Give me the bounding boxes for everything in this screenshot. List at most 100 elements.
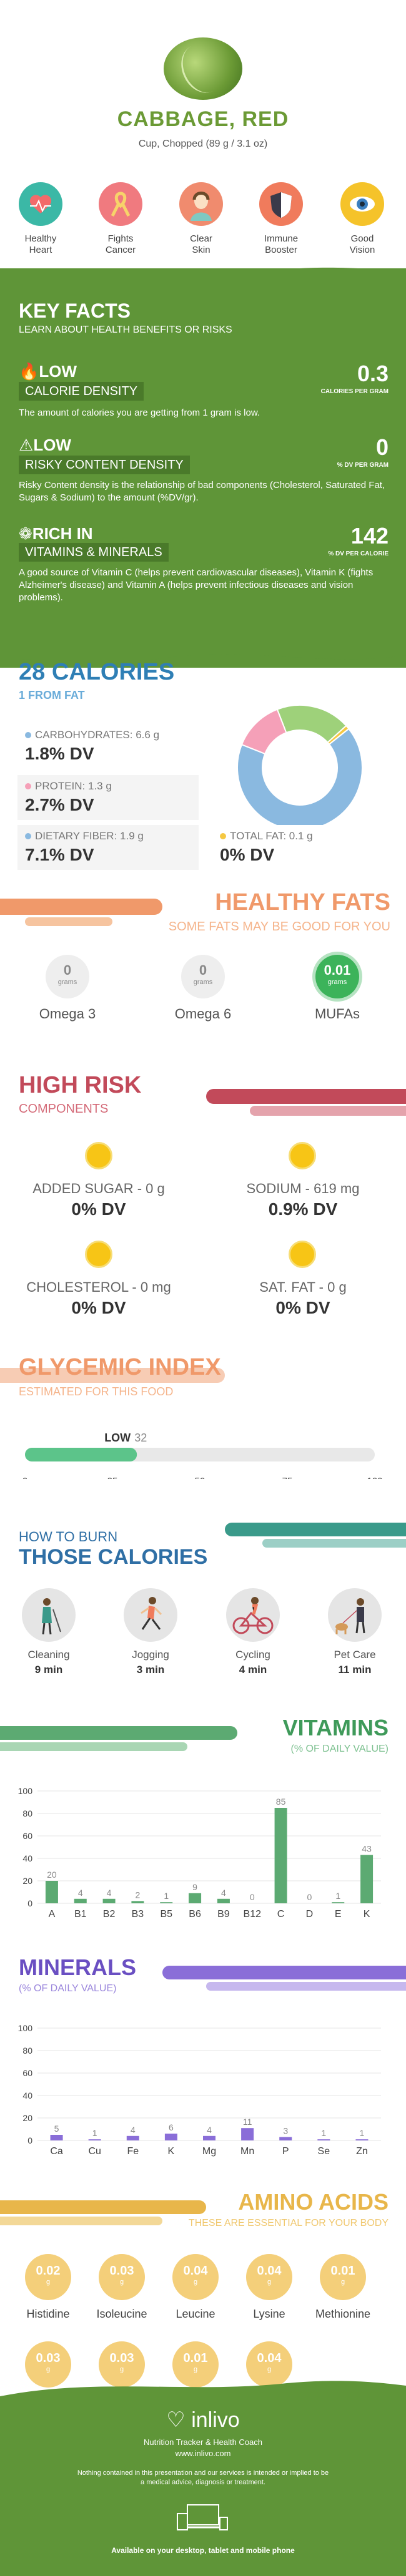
bar-B2	[102, 1898, 116, 1903]
nutrient-label: DIETARY FIBER: 1.9 g	[35, 830, 144, 842]
bar-value-label: 11	[243, 2117, 252, 2127]
amino-unit: g	[193, 2366, 198, 2373]
nutrient-label: TOTAL FAT: 0.1 g	[230, 830, 313, 842]
footer-availability: Available on your desktop, tablet and mo…	[111, 2546, 295, 2555]
cabbage-image	[164, 37, 242, 100]
amino-title: AMINO ACIDS	[238, 2189, 389, 2215]
x-tick-label: Cu	[88, 2146, 101, 2157]
key-facts-section: KEY FACTS LEARN ABOUT HEALTH BENEFITS OR…	[0, 268, 406, 668]
decor-stripe	[0, 1726, 237, 1740]
key-facts-subtitle: LEARN ABOUT HEALTH BENEFITS OR RISKS	[19, 324, 232, 335]
shield-icon	[259, 182, 303, 226]
burn-activity-time: 11 min	[338, 1664, 372, 1676]
footer-brand[interactable]: ♡ inlivo	[166, 2408, 240, 2432]
y-tick-label: 60	[22, 1831, 32, 1841]
footer-wave	[0, 2381, 406, 2399]
amino-name: Leucine	[176, 2308, 215, 2320]
gi-tick-label: 50	[195, 1476, 205, 1479]
decor-stripe	[0, 2200, 206, 2214]
amino-value: 0.03	[109, 2264, 134, 2278]
amino-name: Lysine	[253, 2308, 285, 2320]
amino-value: 0.03	[36, 2351, 61, 2365]
face-icon	[179, 182, 223, 226]
burn-activity-label: Jogging	[132, 1649, 169, 1661]
gi-tick-label: 25	[107, 1476, 118, 1479]
calorie-density-bar: CALORIE DENSITY	[19, 382, 144, 401]
burn-title-1: HOW TO BURN	[19, 1529, 118, 1544]
bar-value-label: 85	[276, 1797, 286, 1807]
inlivo-logo-icon: ♡	[166, 2408, 186, 2432]
risky-content-level: ⚠LOW	[19, 436, 71, 454]
minerals-subtitle: (% OF DAILY VALUE)	[19, 1983, 117, 1994]
amino-subtitle: THESE ARE ESSENTIAL FOR YOUR BODY	[188, 2218, 389, 2228]
decor-stripe	[262, 1539, 406, 1548]
x-tick-label: A	[49, 1909, 56, 1920]
bar-value-label: 2	[136, 1890, 141, 1900]
amino-unit: g	[193, 2278, 198, 2286]
y-tick-label: 20	[22, 2113, 32, 2123]
glycemic-title: GLYCEMIC INDEX	[19, 1354, 221, 1380]
amino-value: 0.03	[109, 2351, 134, 2365]
vitamins-title: VITAMINS	[282, 1715, 389, 1740]
x-tick-label: B12	[244, 1909, 262, 1920]
benefit-fights-cancer: Fights Cancer	[83, 182, 158, 256]
nutrient-label: PROTEIN: 1.3 g	[35, 780, 112, 792]
decor-stripe	[162, 1966, 406, 1979]
amino-circle-lysine: 0.04 g	[246, 2254, 292, 2300]
added-sugar-label: ADDED SUGAR - 0 g	[32, 1181, 165, 1196]
ribbon-icon	[99, 182, 142, 226]
smiley-icon	[289, 1142, 316, 1169]
x-tick-label: B9	[217, 1909, 230, 1920]
sat-fat-label: SAT. FAT - 0 g	[259, 1279, 347, 1295]
warning-icon: ⚠	[19, 436, 34, 454]
heart-icon	[19, 182, 62, 226]
mufas-circle: 0.01 grams	[315, 955, 359, 998]
calories-subtitle: 1 FROM FAT	[19, 689, 85, 701]
amino-value: 0.04	[183, 2264, 208, 2278]
x-tick-label: K	[364, 1909, 370, 1920]
healthy-fats-title: HEALTHY FATS	[215, 889, 390, 915]
benefit-label: Immune Booster	[264, 233, 299, 255]
bar-value-label: 1	[360, 2128, 365, 2138]
decor-stripe	[0, 899, 162, 915]
vitamins-bar-chart: 0 20 40 60 80 100 20 A 4 B1 4 B2 2 B3 1 B5 9 B6 4 B9 0 B12 85 C…	[18, 1786, 381, 1920]
burn-activity-label: Pet Care	[334, 1649, 376, 1661]
amino-unit: g	[340, 2278, 345, 2286]
bar-K	[360, 1855, 374, 1903]
vitamins-minerals-number: 142	[350, 523, 389, 549]
decor-stripe	[206, 1089, 406, 1104]
donut-slice-carbohydrates	[237, 728, 363, 831]
bar-Se	[317, 2139, 330, 2140]
sodium-label: SODIUM - 619 mg	[246, 1181, 360, 1196]
serving-size: Cup, Chopped (89 g / 3.1 oz)	[138, 139, 268, 149]
bar-Mg	[203, 2135, 215, 2140]
cholesterol-value: 0% DV	[71, 1298, 126, 1317]
x-tick-label: Zn	[356, 2146, 368, 2157]
nutrient-value: 0% DV	[220, 845, 275, 864]
bar-value-label: 1	[92, 2128, 97, 2138]
x-tick-label: C	[277, 1909, 285, 1920]
added-sugar-value: 0% DV	[71, 1199, 126, 1219]
jogging-icon	[124, 1588, 177, 1642]
footer-url[interactable]: www.inlivo.com	[175, 2449, 231, 2458]
x-tick-label: Ca	[50, 2146, 63, 2157]
y-tick-label: 0	[27, 2135, 32, 2145]
amino-name: Isoleucine	[96, 2308, 147, 2320]
calories-title: 28 CALORIES	[19, 659, 175, 685]
eye-icon	[340, 182, 384, 226]
vitamins-subtitle: (% OF DAILY VALUE)	[290, 1744, 389, 1754]
devices-icon	[0, 2502, 406, 2537]
bar-Fe	[126, 2135, 139, 2140]
x-tick-label: Mg	[202, 2146, 216, 2157]
gi-tick-label: 75	[282, 1476, 293, 1479]
omega3-label: Omega 3	[39, 1006, 96, 1022]
x-tick-label: Mn	[240, 2146, 254, 2157]
amino-unit: g	[119, 2278, 124, 2286]
amino-unit: g	[267, 2278, 272, 2286]
bar-value-label: 3	[283, 2126, 288, 2136]
bar-B9	[217, 1898, 230, 1903]
calorie-density-unit: CALORIES PER GRAM	[320, 388, 389, 395]
nutrient-label: CARBOHYDRATES: 6.6 g	[35, 729, 160, 741]
bar-value-label: 1	[164, 1891, 169, 1901]
